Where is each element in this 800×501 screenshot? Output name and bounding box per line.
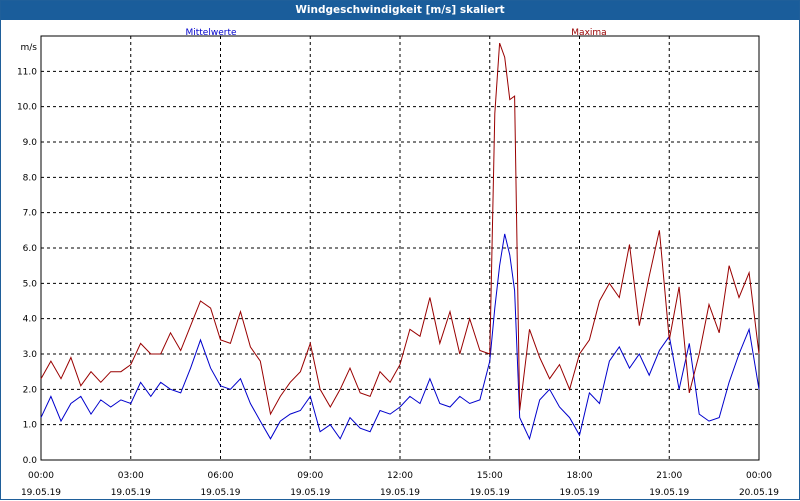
y-tick-label: 7.0 xyxy=(23,209,38,219)
x-tick-time: 12:00 xyxy=(387,471,413,481)
x-tick-date: 19.05.19 xyxy=(200,488,240,498)
x-tick-date: 19.05.19 xyxy=(21,488,61,498)
x-tick-time: 15:00 xyxy=(477,471,503,481)
x-tick-date: 19.05.19 xyxy=(649,488,689,498)
y-tick-label: 6.0 xyxy=(23,244,38,254)
y-tick-label: 0.0 xyxy=(23,456,38,466)
window-title: Windgeschwindigkeit [m/s] skaliert xyxy=(1,1,799,20)
y-tick-label: 1.0 xyxy=(23,421,38,431)
x-tick-date: 19.05.19 xyxy=(380,488,420,498)
y-axis-label: m/s xyxy=(21,43,38,53)
x-tick-date: 19.05.19 xyxy=(111,488,151,498)
y-tick-label: 5.0 xyxy=(23,279,38,289)
x-tick-date: 20.05.19 xyxy=(739,488,779,498)
x-tick-time: 06:00 xyxy=(208,471,234,481)
x-tick-time: 18:00 xyxy=(567,471,593,481)
x-tick-date: 19.05.19 xyxy=(470,488,510,498)
x-tick-time: 00:00 xyxy=(28,471,54,481)
legend-mittelwerte: Mittelwerte xyxy=(185,28,236,38)
y-tick-label: 8.0 xyxy=(23,173,38,183)
x-tick-date: 19.05.19 xyxy=(559,488,599,498)
x-tick-date: 19.05.19 xyxy=(290,488,330,498)
series-line-mittelwerte xyxy=(40,233,760,441)
y-tick-label: 11.0 xyxy=(17,67,37,77)
y-tick-label: 3.0 xyxy=(23,350,38,360)
y-tick-label: 4.0 xyxy=(23,315,38,325)
x-tick-time: 03:00 xyxy=(118,471,144,481)
y-tick-label: 2.0 xyxy=(23,385,38,395)
legend-maxima: Maxima xyxy=(571,28,606,38)
series-line-maxima xyxy=(40,42,760,416)
x-tick-time: 09:00 xyxy=(297,471,323,481)
y-tick-label: 9.0 xyxy=(23,138,38,148)
x-tick-time: 21:00 xyxy=(656,471,682,481)
x-tick-time: 00:00 xyxy=(746,471,772,481)
y-tick-label: 10.0 xyxy=(17,103,37,113)
